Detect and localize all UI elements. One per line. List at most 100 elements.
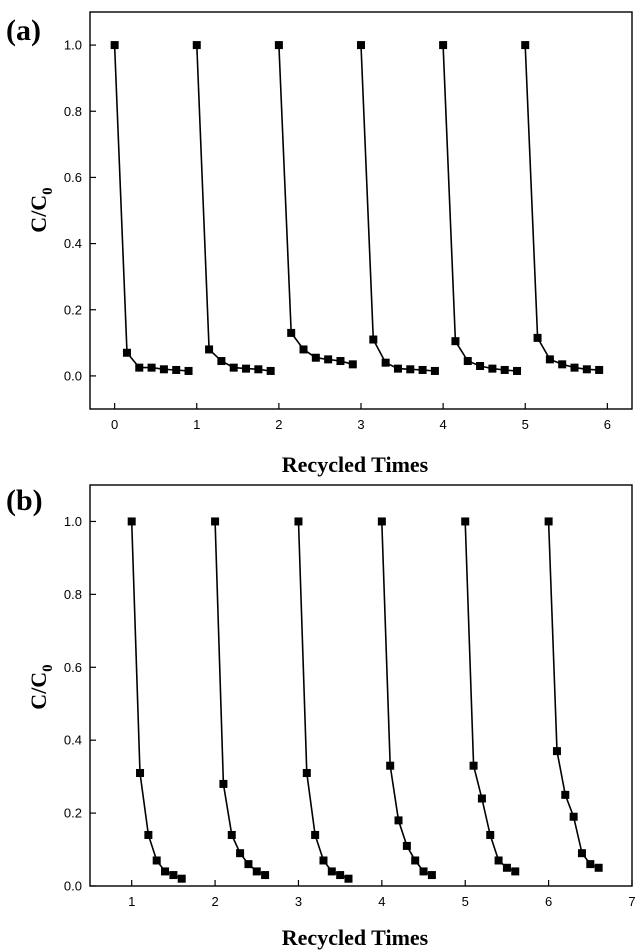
panel-a-cycle-4-point (406, 365, 415, 374)
panel-a-x-tick-label: 2 (275, 417, 282, 432)
panel-a-cycle-2-line (196, 45, 271, 372)
panel-b-series (127, 517, 603, 883)
panel-b-cycle-4-point (377, 517, 386, 526)
panel-a-cycle-6-point (521, 41, 530, 50)
panel-a-cycle-3-point (324, 355, 333, 364)
panel-b-cycle-4-point (411, 856, 420, 865)
panel-b-y-tick-label: 1.0 (64, 514, 82, 529)
panel-a-x-axis-title: Recycled Times (282, 452, 429, 477)
panel-b-cycle-5-point (477, 794, 486, 803)
panel-a-cycle-6-line (524, 45, 600, 371)
panel-a-cycle-3-point (287, 328, 296, 337)
panel-a-cycle-5-point (451, 337, 460, 346)
panel-b-cycle-6-point (594, 863, 603, 872)
panel-a-y-tick-label: 0.6 (64, 170, 82, 185)
panel-b-cycle-3-point (344, 874, 353, 883)
panel-a-cycle-2-point (205, 345, 214, 354)
panel-a-cycle-1-point (172, 365, 181, 374)
panel-b-cycle-3-point (311, 830, 320, 839)
panel-b-cycle-4-point (427, 871, 436, 880)
panel-a-cycle-4-line (360, 45, 435, 372)
panel-a-cycle-1-point (147, 363, 156, 372)
panel-b-cycle-5-line (464, 521, 516, 873)
panel-a-cycle-2-point (229, 363, 238, 372)
panel-a-cycle-5-point (488, 364, 497, 373)
panel-b-y-tick-label: 0.0 (64, 879, 82, 894)
panel-a-y-tick-label: 1.0 (64, 38, 82, 53)
panel-b-y-ticks: 0.0 0.2 0.4 0.6 0.8 1.0 (64, 514, 96, 894)
panel-b-x-tick-label: 4 (378, 894, 385, 909)
panel-b-cycle-4-point (394, 816, 403, 825)
panel-b-cycle-1-point (169, 871, 178, 880)
panel-a-cycle-6-point (533, 333, 542, 342)
panel-a-cycle-3-point (274, 41, 283, 50)
panel-b-y-axis-title: C/C0 (26, 664, 56, 709)
panel-a: (a) 0 1 2 3 4 5 6 0.0 0.2 0.4 0.6 0.8 1.0 Recycled … (6, 11, 633, 477)
panel-a-cycle-4-point (381, 358, 390, 367)
panel-a-cycle-4-point (418, 365, 427, 374)
panel-a-cycle-4-point (430, 366, 439, 375)
panel-b-cycle-5-point (486, 830, 495, 839)
panel-a-cycle-2-point (217, 357, 226, 366)
panel-a-cycle-4-point (369, 335, 378, 344)
panel-b-cycle-4-point (402, 841, 411, 850)
panel-a-cycle-2-point (254, 365, 263, 374)
panel-b-y-axis-title-main: C/C (26, 672, 51, 710)
panel-a-cycle-6-point (570, 363, 579, 372)
panel-b-cycle-5-point (494, 856, 503, 865)
panel-a-cycle-5-point (513, 366, 522, 375)
panel-a-x-tick-label: 6 (604, 417, 611, 432)
panel-b-x-tick-label: 6 (545, 894, 552, 909)
panel-b-cycle-2-point (252, 867, 261, 876)
panel-a-cycle-3-point (348, 360, 357, 369)
panel-b-x-tick-label: 3 (295, 894, 302, 909)
panel-a-cycle-1-point (122, 348, 131, 357)
panel-a-x-ticks: 0 1 2 3 4 5 6 (111, 403, 611, 432)
panel-a-x-tick-label: 4 (440, 417, 447, 432)
panel-b-cycle-5-point (502, 863, 511, 872)
panel-b-label: (b) (6, 484, 43, 517)
panel-b-cycle-4-point (419, 867, 428, 876)
panel-b-cycle-4-point (386, 761, 395, 770)
panel-b-y-tick-label: 0.8 (64, 587, 82, 602)
panel-a-cycle-2-point (266, 366, 275, 375)
panel-a-cycle-1-point (110, 41, 119, 50)
panel-a-cycle-5-line (442, 45, 518, 372)
panel-a-x-tick-label: 1 (193, 417, 200, 432)
panel-b-cycle-3-point (302, 768, 311, 777)
panel-a-x-tick-label: 5 (522, 417, 529, 432)
panel-a-cycle-6-point (558, 360, 567, 369)
panel-a-y-axis-title: C/C0 (26, 187, 56, 232)
panel-b-cycle-1-point (177, 874, 186, 883)
panel-a-cycle-4-point (393, 364, 402, 373)
panel-b-cycle-2-point (261, 871, 270, 880)
panel-a-y-tick-label: 0.4 (64, 236, 82, 251)
panel-b-cycle-3-line (297, 521, 349, 880)
panel-b-x-axis-title: Recycled Times (282, 925, 429, 950)
panel-b-cycle-6-point (586, 860, 595, 869)
panel-b-cycle-5-point (461, 517, 470, 526)
svg-text:C/C0: C/C0 (26, 664, 56, 709)
panel-a-cycle-3-point (311, 353, 320, 362)
panel-a-cycle-4-point (357, 41, 365, 50)
panel-b-cycle-5-point (469, 761, 478, 770)
panel-b-x-tick-label: 5 (462, 894, 469, 909)
panel-b-x-ticks: 1 2 3 4 5 6 7 (128, 880, 636, 909)
panel-b-cycle-1-line (130, 521, 183, 880)
panel-b-cycle-3-point (327, 867, 336, 876)
panel-a-y-tick-label: 0.8 (64, 104, 82, 119)
panel-b-x-tick-label: 2 (211, 894, 218, 909)
panel-a-cycle-6-point (582, 365, 591, 374)
panel-a-plot-frame (89, 11, 633, 410)
panel-b-cycle-3-point (319, 856, 328, 865)
panel-a-x-tick-label: 3 (357, 417, 364, 432)
panel-b-cycle-2-point (227, 830, 236, 839)
panel-a-series (110, 41, 604, 375)
panel-b-x-tick-label: 1 (128, 894, 135, 909)
panel-b-cycle-2-point (219, 779, 228, 788)
panel-a-cycle-5-point (476, 361, 485, 370)
panel-b-cycle-2-point (244, 860, 253, 869)
panel-b-cycle-6-point (569, 812, 578, 821)
panel-a-cycle-1-point (135, 363, 144, 372)
